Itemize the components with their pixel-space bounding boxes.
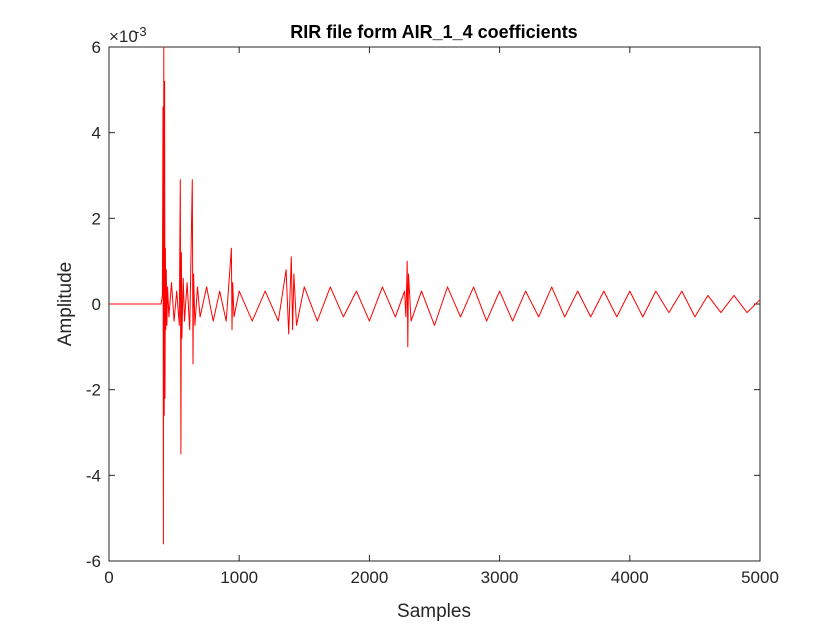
y-tick-label: -4 (86, 466, 101, 485)
y-tick-label: 2 (92, 209, 101, 228)
plot-area (108, 46, 761, 562)
y-axis-ticks: -6 -4 -2 0 2 4 6 (86, 38, 760, 571)
x-tick-label: 1000 (220, 568, 258, 587)
x-tick-label: 0 (104, 568, 113, 587)
y-axis-exponent: ×10 -3 (109, 24, 147, 46)
exponent-base: ×10 (109, 27, 138, 46)
x-axis-label: Samples (397, 601, 471, 622)
x-tick-label: 5000 (741, 568, 779, 587)
y-tick-label: -6 (86, 552, 101, 571)
chart-title: RIR file form AIR_1_4 coefficients (290, 22, 577, 42)
y-tick-label: 0 (92, 295, 101, 314)
x-axis-ticks: 0 1000 2000 3000 4000 5000 (104, 47, 779, 587)
y-tick-label: 6 (92, 38, 101, 57)
series-line-0 (109, 46, 761, 545)
exponent-power: -3 (135, 24, 147, 39)
x-tick-label: 2000 (350, 568, 388, 587)
x-tick-label: 3000 (481, 568, 519, 587)
series-layer (109, 46, 761, 545)
y-axis-label: Amplitude (55, 262, 76, 347)
y-tick-label: -2 (86, 381, 101, 400)
y-tick-label: 4 (92, 124, 101, 143)
x-tick-label: 4000 (611, 568, 649, 587)
